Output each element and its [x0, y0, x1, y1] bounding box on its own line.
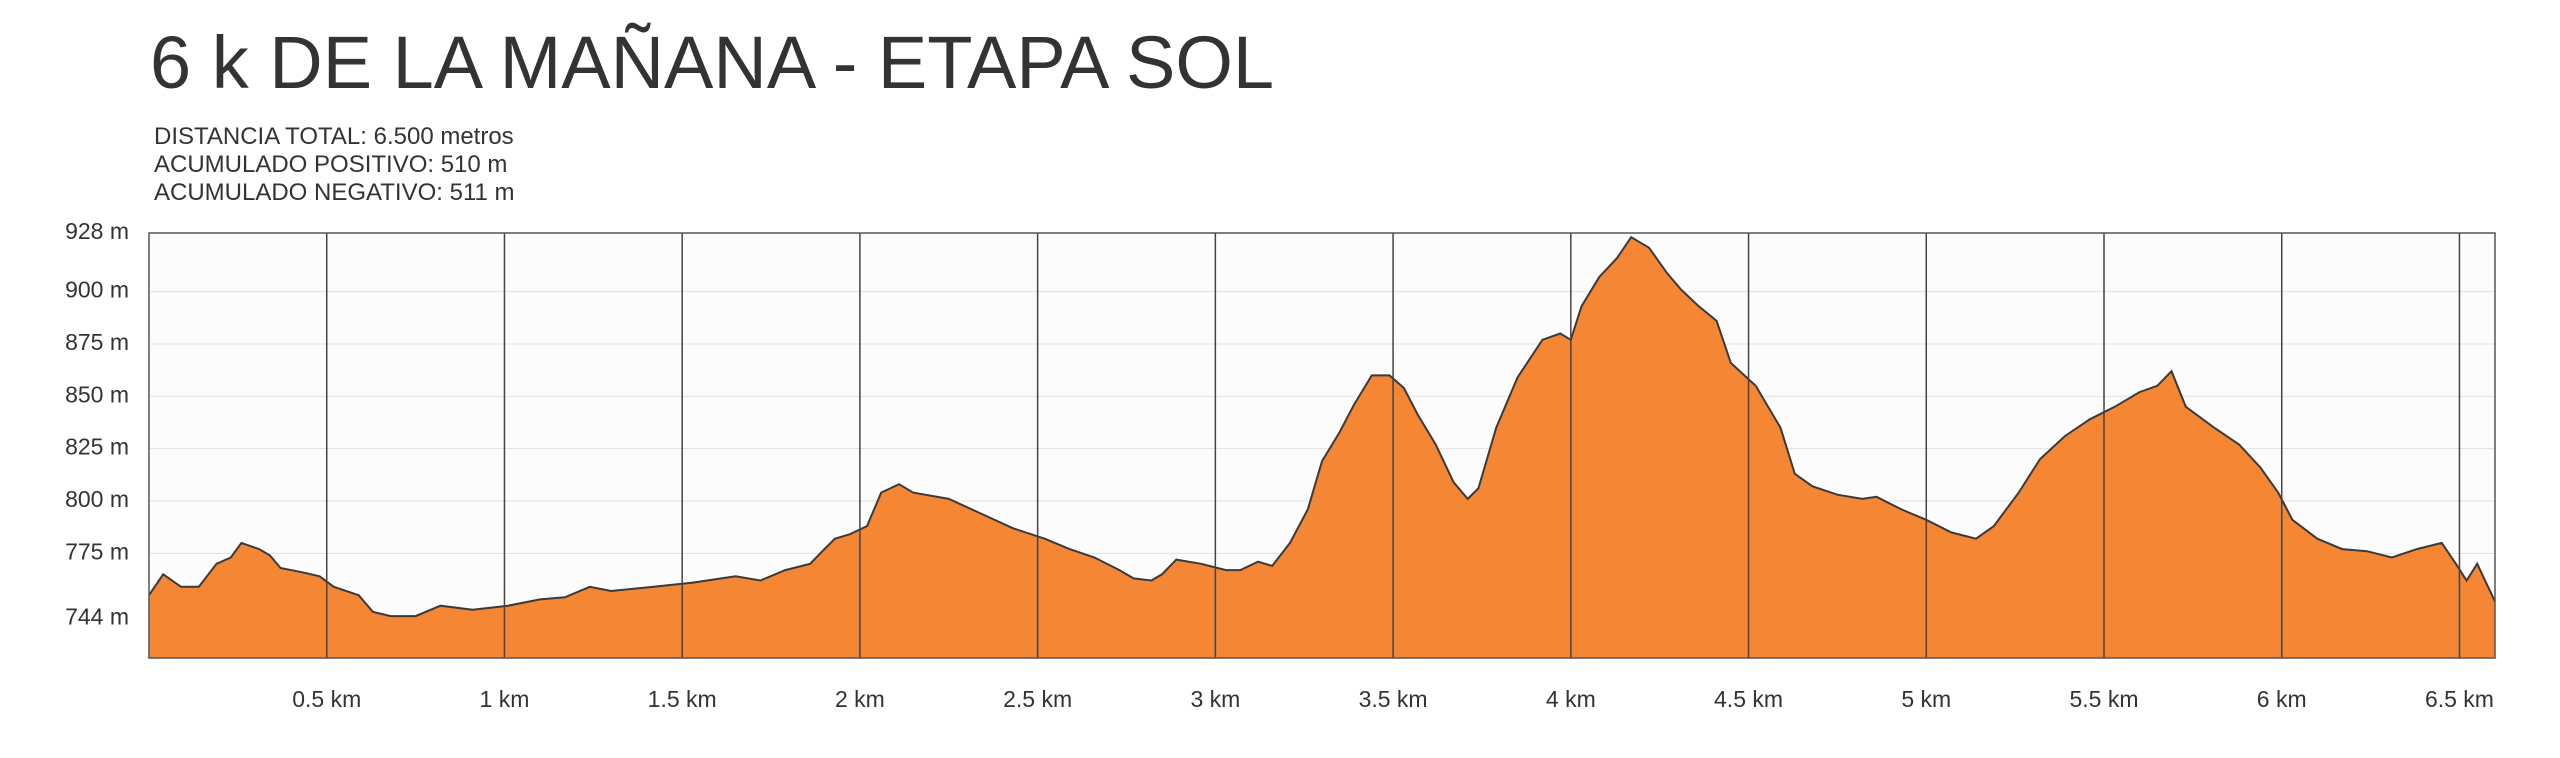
x-tick-label: 6.5 km [2425, 686, 2494, 712]
y-tick-label: 800 m [65, 486, 129, 512]
plot-frame [148, 232, 2496, 659]
x-tick-label: 3.5 km [1359, 686, 1428, 712]
x-tick-label: 5.5 km [2069, 686, 2138, 712]
x-tick-label: 4.5 km [1714, 686, 1783, 712]
x-tick-label: 2 km [835, 686, 885, 712]
x-tick-label: 3 km [1190, 686, 1240, 712]
y-tick-label: 850 m [65, 381, 129, 407]
info-line: DISTANCIA TOTAL: 6.500 metros [154, 123, 514, 150]
y-tick-label: 825 m [65, 434, 129, 460]
info-line: ACUMULADO POSITIVO: 510 m [154, 151, 507, 178]
x-tick-label: 6 km [2257, 686, 2307, 712]
x-tick-label: 1.5 km [648, 686, 717, 712]
x-tick-label: 1 km [480, 686, 530, 712]
x-tick-label: 2.5 km [1003, 686, 1072, 712]
x-tick-label: 0.5 km [292, 686, 361, 712]
elevation-line [148, 235, 2496, 618]
info-line: ACUMULADO NEGATIVO: 511 m [154, 179, 515, 206]
y-tick-label: 744 m [65, 603, 129, 629]
chart-title: 6 k DE LA MAÑANA - ETAPA SOL [150, 21, 1274, 104]
x-tick-label: 5 km [1901, 686, 1951, 712]
y-tick-label: 875 m [65, 329, 129, 355]
y-tick-label: 900 m [65, 277, 129, 303]
elevation-area [149, 237, 2495, 658]
x-tick-label: 4 km [1546, 686, 1596, 712]
y-tick-label: 928 m [65, 218, 129, 244]
y-tick-label: 775 m [65, 538, 129, 564]
